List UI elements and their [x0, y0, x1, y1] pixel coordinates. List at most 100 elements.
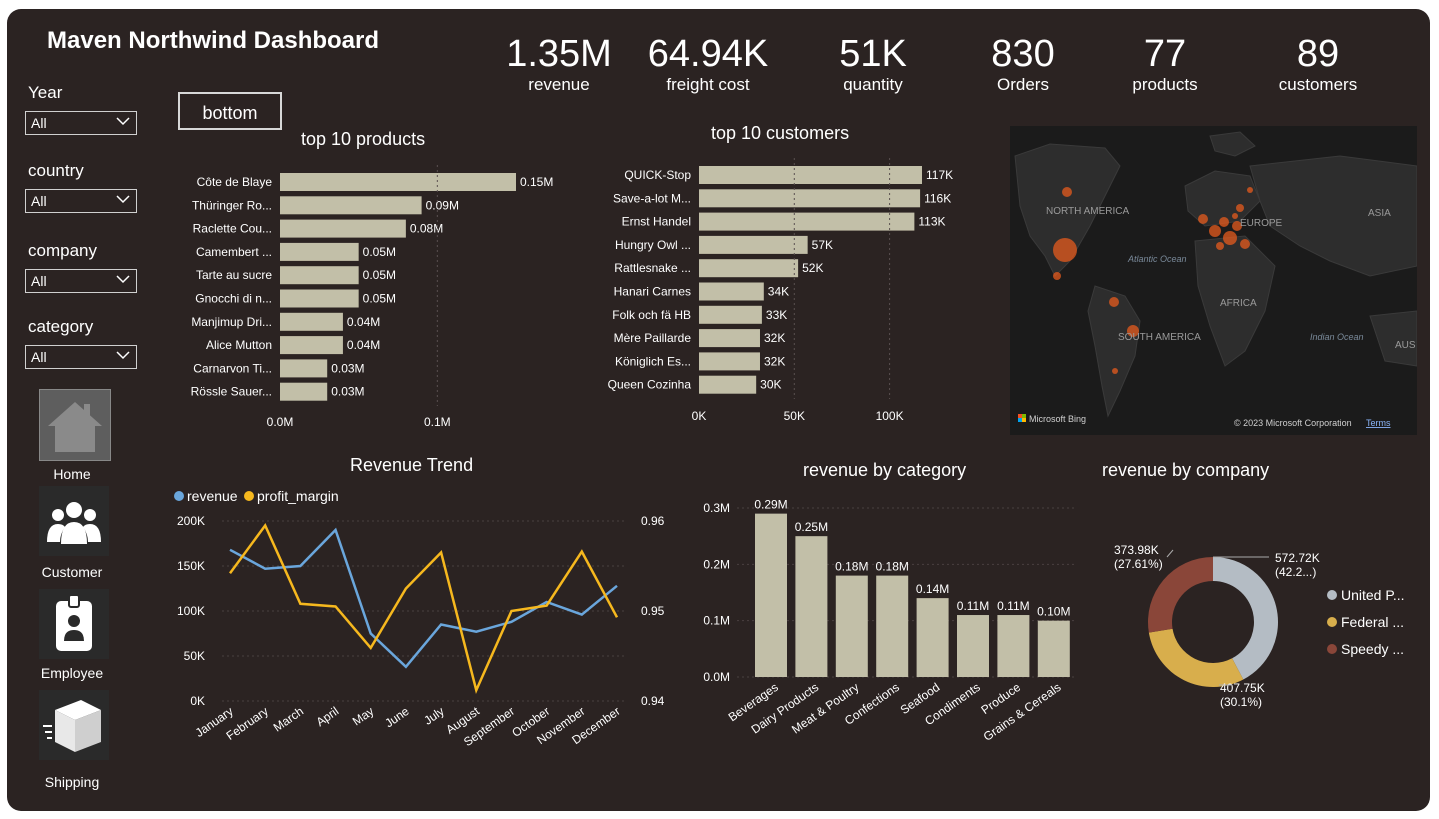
category-label: Folk och fä HB: [612, 308, 691, 322]
bar[interactable]: [280, 196, 422, 215]
bar[interactable]: [699, 375, 757, 394]
kpi-label: freight cost: [666, 75, 750, 94]
bar[interactable]: [280, 173, 516, 191]
nav-customer-label: Customer: [41, 564, 103, 580]
bar[interactable]: [755, 513, 787, 677]
top-products-title: top 10 products: [301, 129, 426, 149]
year-select[interactable]: All: [25, 111, 137, 135]
map-label-europe: EUROPE: [1240, 218, 1283, 229]
category-label: Mère Paillarde: [614, 331, 692, 345]
bar[interactable]: [997, 615, 1030, 677]
bar[interactable]: [280, 289, 359, 308]
dashboard-title: Maven Northwind Dashboard: [47, 27, 380, 54]
customers-icon: [47, 502, 101, 544]
bottom-button[interactable]: bottom: [178, 92, 282, 130]
data-label: 57K: [812, 238, 833, 252]
bar[interactable]: [699, 235, 808, 254]
kpi-freight-cost: 64.94K freight cost: [633, 33, 783, 95]
revenue-by-company-title: revenue by company: [1102, 460, 1270, 480]
legend-label: United P...: [1341, 587, 1405, 603]
map-terms-link[interactable]: Terms: [1366, 418, 1391, 428]
kpi-label: Orders: [997, 75, 1049, 94]
bar[interactable]: [280, 382, 328, 401]
revenue-by-company-chart: 572.72K(42.2...) 407.75K(30.1%) 373.98K(27…: [1114, 543, 1405, 709]
shipping-box-icon: [43, 700, 101, 752]
pie-slice[interactable]: [1148, 628, 1244, 687]
bar[interactable]: [699, 305, 762, 324]
data-label: 0.05M: [363, 292, 396, 306]
kpi-label: quantity: [843, 75, 903, 94]
bar[interactable]: [876, 575, 909, 677]
x-tick-label: 100K: [876, 409, 904, 423]
y-tick-label: 0.1M: [703, 614, 730, 628]
country-select[interactable]: All: [25, 189, 137, 213]
bar[interactable]: [280, 242, 359, 261]
bar[interactable]: [795, 536, 828, 677]
bar[interactable]: [699, 166, 922, 184]
kpi-value: 64.94K: [647, 33, 769, 75]
bar[interactable]: [280, 359, 328, 378]
kpi-value: 1.35M: [506, 33, 612, 75]
revenue-by-category-title: revenue by category: [803, 460, 967, 480]
chevron-down-icon: [116, 351, 130, 360]
pie-slice[interactable]: [1213, 557, 1278, 680]
bar[interactable]: [835, 575, 868, 677]
y-tick-label: 0.2M: [703, 557, 730, 571]
bar[interactable]: [699, 282, 764, 301]
category-select[interactable]: All: [25, 345, 137, 369]
bar[interactable]: [280, 312, 343, 331]
chevron-down-icon: [116, 117, 130, 126]
nav-shipping-label: Shipping: [44, 774, 100, 790]
company-select[interactable]: All: [25, 269, 137, 293]
map-label-north-america: NORTH AMERICA: [1046, 206, 1129, 217]
bar[interactable]: [699, 352, 760, 371]
chevron-down-icon: [116, 275, 130, 284]
customer-map[interactable]: NORTH AMERICA EUROPE ASIA AFRICA SOUTH A…: [1010, 126, 1417, 435]
map-label-indian: Indian Ocean: [1310, 332, 1364, 342]
category-label: Rattlesnake ...: [614, 261, 691, 275]
select-value: All: [31, 273, 47, 289]
map-land: [1014, 131, 1417, 418]
revenue-trend-title: Revenue Trend: [350, 455, 474, 475]
y-left-tick-label: 50K: [184, 649, 205, 663]
nav-home-button[interactable]: [39, 389, 111, 461]
map-bubbles: [1053, 187, 1253, 374]
category-label: Rössle Sauer...: [191, 385, 272, 399]
kpi-value: 51K: [839, 33, 907, 75]
bing-logo-icon: [1018, 414, 1022, 418]
bar[interactable]: [699, 189, 921, 208]
bar[interactable]: [280, 336, 343, 355]
data-label: 0.08M: [410, 222, 443, 236]
top-products-chart: Côte de Blaye 0.15M Thüringer Ro... 0.09M Ra…: [191, 165, 553, 429]
revenue-line[interactable]: [229, 527, 618, 669]
category-label: Côte de Blaye: [197, 175, 273, 189]
profit-margin-line[interactable]: [228, 523, 619, 694]
bar[interactable]: [1037, 620, 1070, 677]
category-label: Raclette Cou...: [193, 222, 272, 236]
category-label: Carnarvon Ti...: [193, 361, 272, 375]
pie-slice[interactable]: [1148, 557, 1213, 633]
nav-customer-button[interactable]: [39, 486, 109, 556]
data-label: 34K: [768, 285, 789, 299]
legend-marker: [1327, 617, 1337, 627]
chevron-down-icon: [116, 195, 130, 204]
nav-shipping-button[interactable]: [39, 690, 109, 760]
bar[interactable]: [957, 615, 989, 677]
data-label: 0.10M: [1037, 605, 1070, 619]
category-label: Hungry Owl ...: [615, 238, 691, 252]
bar[interactable]: [699, 259, 799, 278]
bar[interactable]: [699, 212, 915, 231]
y-right-tick-label: 0.96: [641, 514, 665, 528]
nav-employee-label: Employee: [40, 665, 104, 681]
x-tick-label: 0K: [692, 409, 707, 423]
bar[interactable]: [280, 266, 359, 285]
bar[interactable]: [916, 598, 949, 677]
data-label: 0.15M: [520, 175, 553, 189]
bar[interactable]: [699, 329, 760, 348]
home-icon: [48, 402, 102, 452]
slice-percent-label: (42.2...): [1275, 565, 1316, 579]
bar[interactable]: [280, 219, 406, 238]
data-label: 0.25M: [795, 520, 828, 534]
employee-badge-icon: [56, 594, 92, 651]
nav-employee-button[interactable]: [39, 589, 109, 659]
